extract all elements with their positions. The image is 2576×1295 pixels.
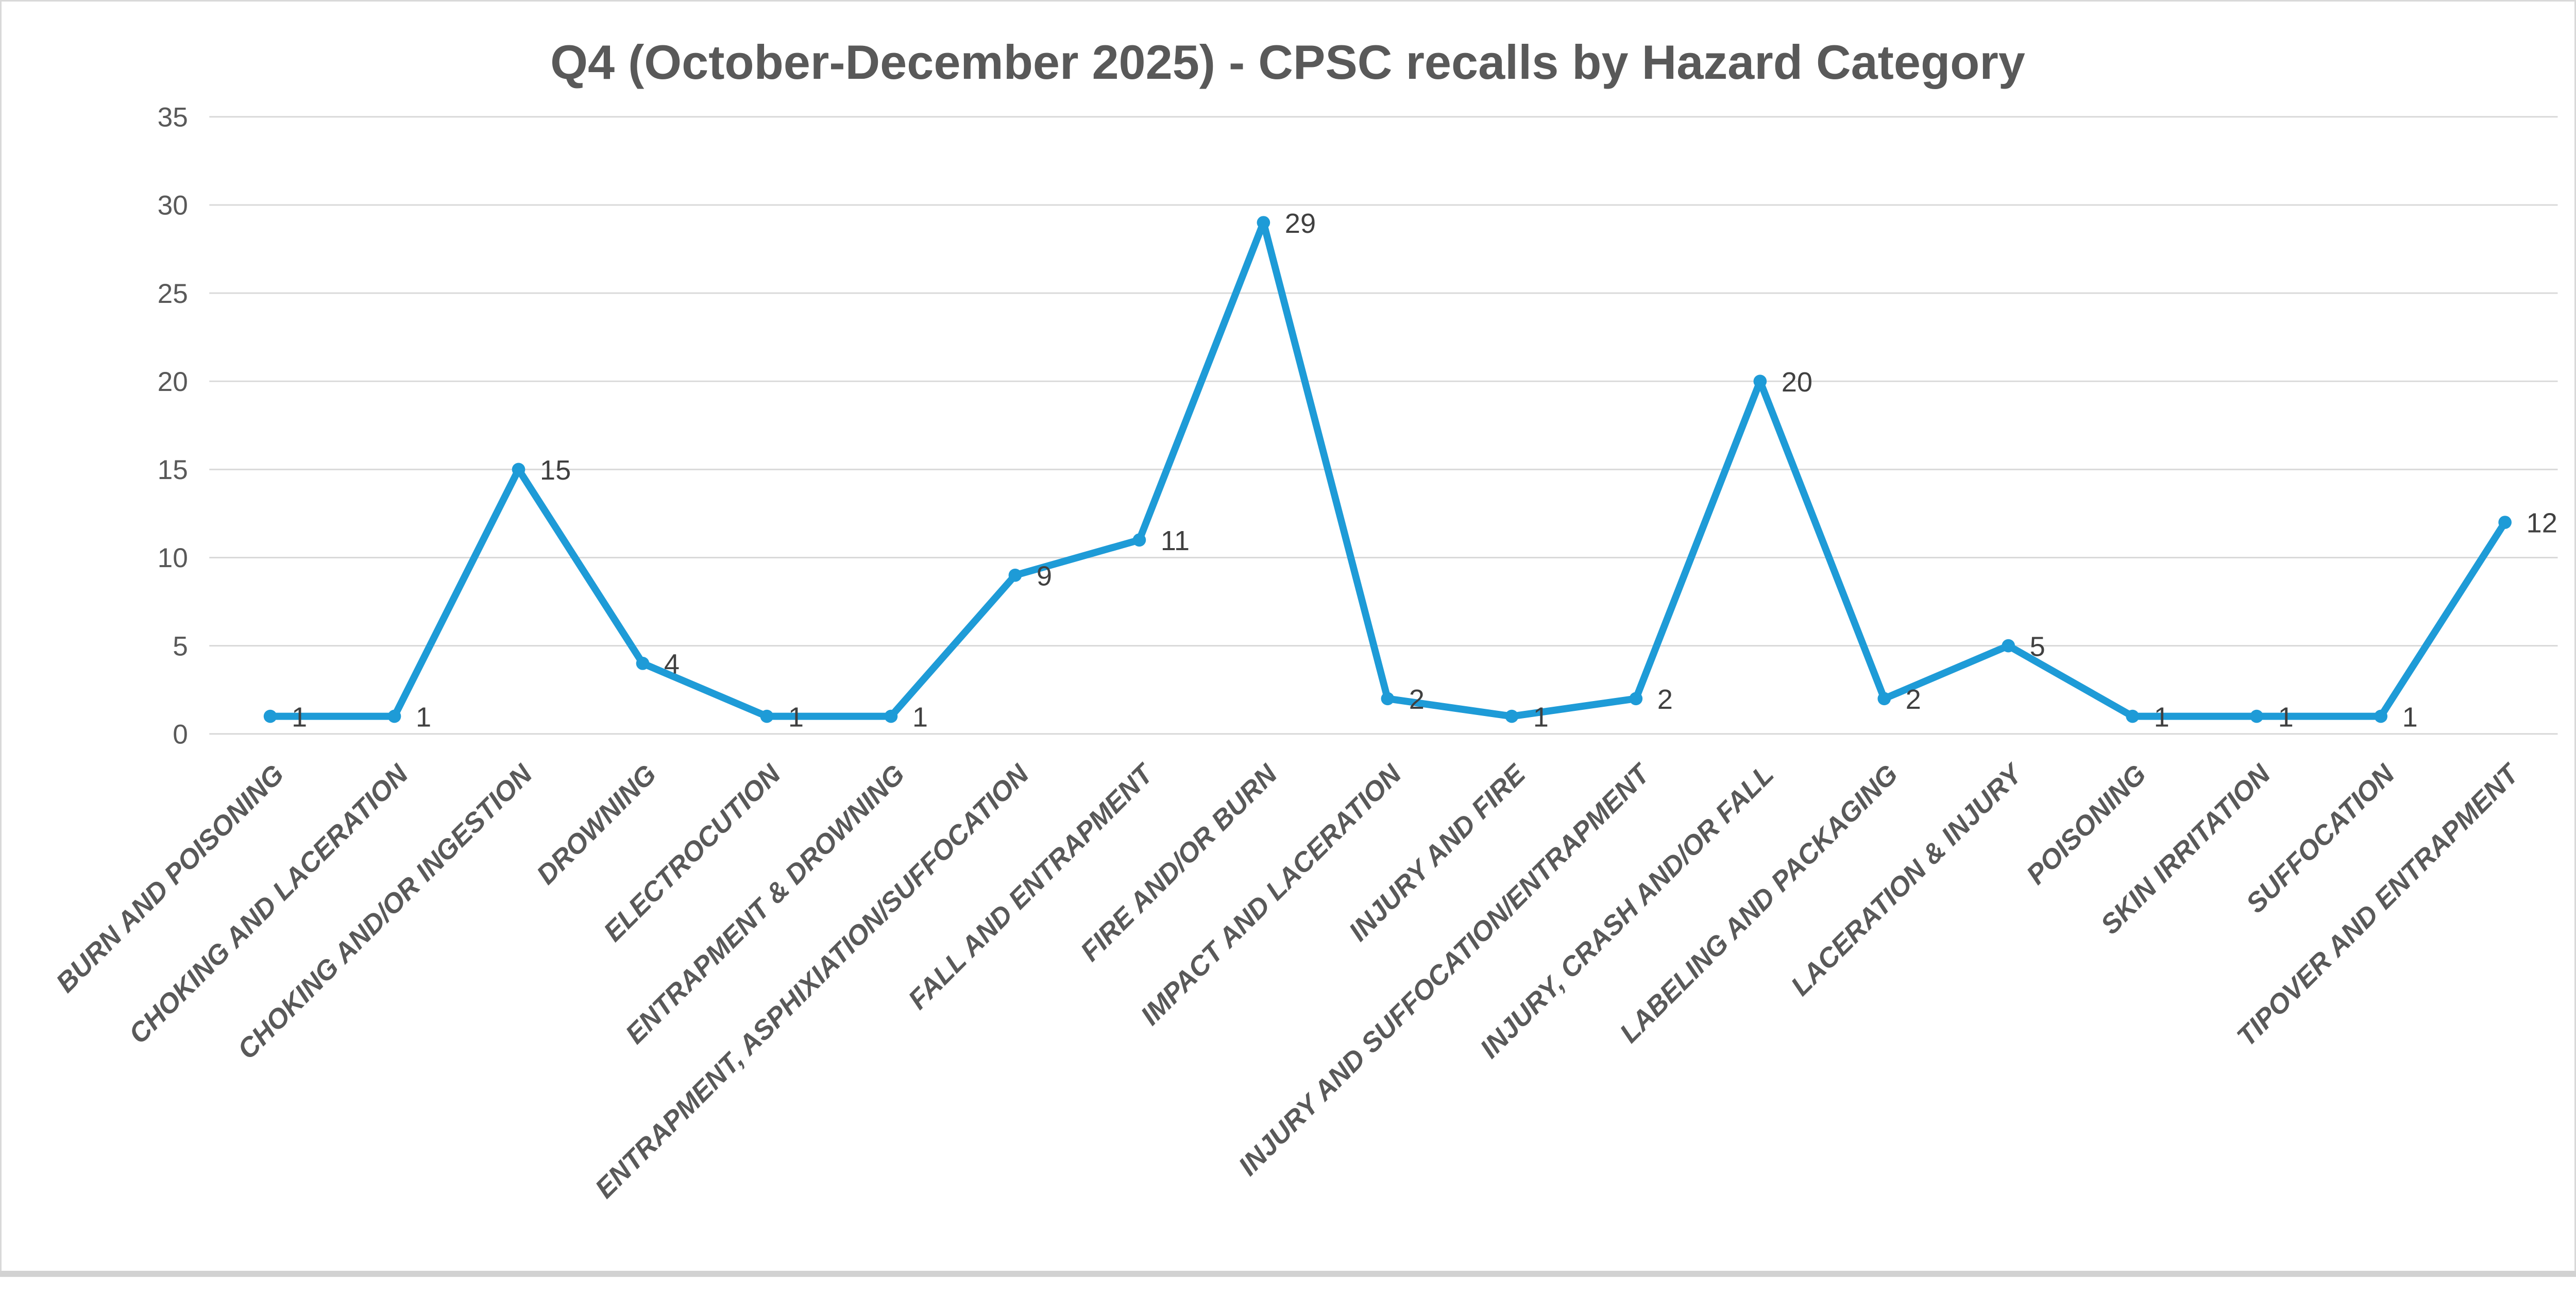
data-point-label: 4 [664, 649, 680, 680]
data-point-marker [512, 463, 526, 476]
data-point-marker [1505, 709, 1519, 723]
data-point-marker [1381, 692, 1395, 706]
data-point-label: 1 [788, 702, 804, 732]
x-axis-category-label: LACERATION & INJURY [1785, 757, 2029, 1001]
chart-title: Q4 (October-December 2025) - CPSC recall… [550, 35, 2025, 89]
data-point-label: 15 [540, 455, 571, 486]
data-point-label: 1 [1533, 702, 1549, 732]
y-axis-tick-layer: 0 5 10 15 20 25 30 35 [158, 103, 188, 750]
data-point-label: 1 [912, 702, 928, 732]
data-point-marker [760, 709, 774, 723]
y-axis-tick-label: 30 [158, 191, 188, 221]
y-axis-tick-label: 20 [158, 367, 188, 397]
y-axis-tick-label: 0 [173, 719, 188, 749]
data-point-marker [2126, 709, 2140, 723]
data-point-label: 2 [1409, 684, 1425, 715]
data-point-marker [1753, 374, 1767, 388]
data-point-marker [1132, 533, 1146, 547]
data-point-label: 9 [1037, 560, 1052, 591]
y-axis-tick-label: 15 [158, 455, 188, 485]
x-axis-category-label: BURN AND POISONING [50, 759, 290, 998]
x-axis-category-label: INJURY AND SUFFOCATION/ENTRAPMENT [1233, 757, 1657, 1182]
data-point-label: 1 [292, 702, 307, 732]
data-point-marker [2374, 709, 2387, 723]
data-point-label: 2 [1906, 684, 1921, 715]
data-point-marker [2498, 516, 2512, 529]
data-point-label: 2 [1657, 684, 1673, 715]
data-point-label: 1 [416, 702, 431, 732]
x-axis-category-label: POISONING [2021, 759, 2152, 890]
y-axis-tick-label: 10 [158, 543, 188, 573]
data-point-marker [2250, 709, 2264, 723]
data-point-marker [636, 657, 650, 670]
x-axis-category-label: IMPACT AND LACERATION [1135, 758, 1408, 1031]
data-point-label: 5 [2030, 631, 2045, 662]
x-axis-category-label: DROWNING [531, 759, 663, 890]
data-point-label: 12 [2527, 508, 2557, 539]
y-axis-tick-label: 25 [158, 279, 188, 309]
data-point-marker [1877, 692, 1891, 706]
data-point-label: 29 [1285, 208, 1316, 239]
data-point-label: 1 [2402, 702, 2418, 732]
x-axis-category-label: ENTRAPMENT & DROWNING [620, 759, 911, 1050]
data-point-marker [1629, 692, 1643, 706]
x-axis-category-label: ENTRAPMENT, ASPHIXIATION/SUFFOCATION [589, 758, 1035, 1204]
data-point-marker [263, 709, 277, 723]
data-point-marker [884, 709, 898, 723]
data-point-label: 1 [2154, 702, 2170, 732]
x-axis-category-label: LABELING AND PACKAGING [1614, 759, 1904, 1048]
window-bottom-strip [0, 1270, 2576, 1277]
data-point-marker [1257, 216, 1270, 229]
data-point-label: 11 [1161, 525, 1190, 556]
series-layer [263, 216, 2512, 723]
data-point-marker [387, 709, 401, 723]
data-point-label: 1 [2278, 702, 2294, 732]
y-axis-tick-label: 5 [173, 631, 188, 661]
gridline-layer [209, 116, 2558, 735]
x-axis-category-label: FALL AND ENTRAPMENT [903, 757, 1161, 1015]
data-point-label: 20 [1782, 367, 1812, 398]
y-axis-tick-label: 35 [158, 103, 188, 133]
data-point-marker [1008, 568, 1022, 582]
data-point-marker [2002, 639, 2015, 653]
